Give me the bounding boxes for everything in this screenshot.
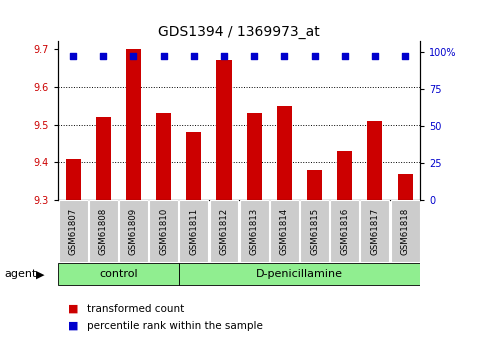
- Point: [281, 53, 288, 59]
- Bar: [96, 117, 111, 200]
- Point: [311, 53, 318, 59]
- Text: control: control: [99, 269, 138, 279]
- Text: GSM61818: GSM61818: [400, 208, 410, 255]
- Bar: [216, 60, 231, 200]
- Point: [341, 53, 349, 59]
- Bar: [89, 200, 118, 262]
- Bar: [277, 106, 292, 200]
- Bar: [398, 174, 412, 200]
- Text: GSM61807: GSM61807: [69, 208, 78, 255]
- Text: GSM61817: GSM61817: [370, 208, 380, 255]
- Bar: [186, 132, 201, 200]
- Bar: [210, 200, 239, 262]
- Bar: [247, 113, 262, 200]
- Text: GSM61813: GSM61813: [250, 208, 259, 255]
- Bar: [156, 113, 171, 200]
- Text: D-penicillamine: D-penicillamine: [256, 269, 343, 279]
- Text: GSM61815: GSM61815: [310, 208, 319, 255]
- Bar: [300, 200, 329, 262]
- Bar: [337, 151, 352, 200]
- Bar: [149, 200, 178, 262]
- Text: GSM61811: GSM61811: [189, 208, 199, 255]
- Point: [160, 53, 168, 59]
- Title: GDS1394 / 1369973_at: GDS1394 / 1369973_at: [158, 25, 320, 39]
- Bar: [179, 200, 208, 262]
- Bar: [391, 200, 420, 262]
- Text: GSM61814: GSM61814: [280, 208, 289, 255]
- Bar: [179, 264, 420, 285]
- Bar: [307, 170, 322, 200]
- Bar: [240, 200, 269, 262]
- Bar: [58, 264, 179, 285]
- Bar: [58, 200, 87, 262]
- Bar: [270, 200, 299, 262]
- Point: [69, 53, 77, 59]
- Point: [371, 53, 379, 59]
- Text: agent: agent: [5, 269, 37, 279]
- Bar: [119, 200, 148, 262]
- Text: ■: ■: [68, 304, 78, 314]
- Text: GSM61809: GSM61809: [129, 208, 138, 255]
- Text: ▶: ▶: [36, 269, 45, 279]
- Text: GSM61812: GSM61812: [219, 208, 228, 255]
- Point: [250, 53, 258, 59]
- Point: [401, 53, 409, 59]
- Point: [99, 53, 107, 59]
- Bar: [368, 121, 383, 200]
- Text: GSM61810: GSM61810: [159, 208, 168, 255]
- Text: transformed count: transformed count: [87, 304, 184, 314]
- Text: GSM61808: GSM61808: [99, 208, 108, 255]
- Point: [129, 53, 137, 59]
- Text: percentile rank within the sample: percentile rank within the sample: [87, 321, 263, 331]
- Bar: [126, 49, 141, 200]
- Point: [190, 53, 198, 59]
- Point: [220, 53, 228, 59]
- Bar: [360, 200, 389, 262]
- Text: GSM61816: GSM61816: [340, 208, 349, 255]
- Bar: [330, 200, 359, 262]
- Text: ■: ■: [68, 321, 78, 331]
- Bar: [66, 159, 81, 200]
